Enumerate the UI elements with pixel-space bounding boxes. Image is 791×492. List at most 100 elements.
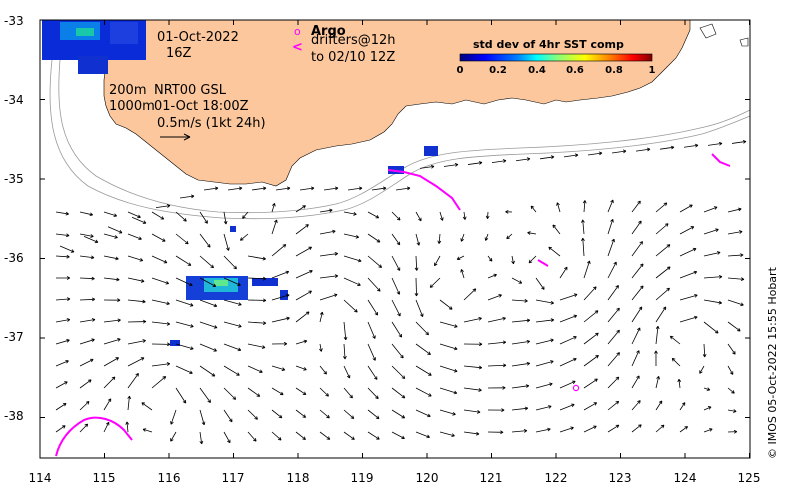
current-arrow — [79, 297, 96, 302]
current-arrow — [247, 409, 258, 420]
current-arrow — [631, 200, 641, 213]
current-arrow — [607, 285, 619, 301]
current-arrow — [505, 209, 513, 214]
current-arrow — [484, 233, 489, 241]
isobath-1000m — [49, 59, 751, 220]
current-arrow — [655, 266, 671, 279]
current-arrow — [175, 299, 194, 307]
current-arrow — [506, 233, 513, 240]
product-time-label: 01-Oct 18:00Z — [154, 99, 249, 114]
current-arrow — [319, 343, 323, 352]
current-arrow — [655, 306, 667, 323]
current-arrow — [559, 336, 577, 345]
current-arrow — [371, 186, 387, 191]
x-tick-label: 124 — [673, 471, 697, 485]
current-arrow — [55, 425, 66, 433]
current-arrow — [103, 211, 118, 218]
current-arrow — [175, 211, 187, 222]
current-arrow — [319, 229, 336, 235]
current-arrow — [415, 233, 421, 246]
current-arrow — [727, 207, 742, 213]
current-arrow — [727, 277, 745, 282]
y-tick-label: -37 — [4, 330, 24, 344]
current-arrow — [487, 408, 505, 413]
current-arrow — [391, 387, 406, 399]
current-arrow — [583, 332, 599, 345]
current-arrow — [607, 329, 620, 345]
current-arrow — [367, 431, 380, 440]
current-arrow — [583, 310, 599, 323]
current-arrow — [559, 266, 568, 279]
current-arrow — [535, 338, 554, 345]
current-arrow — [55, 233, 70, 238]
current-arrow — [559, 357, 577, 367]
current-arrow — [55, 254, 70, 259]
current-arrow — [295, 269, 313, 279]
x-tick-label: 122 — [544, 471, 568, 485]
credit-label: © IMOS 05-Oct-2022 15:55 Hobart — [766, 267, 779, 459]
current-arrow — [367, 233, 381, 243]
current-arrow — [247, 298, 267, 303]
current-arrow — [103, 398, 112, 411]
current-arrow — [583, 402, 598, 411]
current-arrow — [535, 318, 555, 323]
current-arrow — [511, 361, 531, 367]
current-arrow — [247, 343, 266, 349]
current-arrow — [151, 233, 166, 242]
current-arrow — [151, 255, 168, 264]
current-arrow — [434, 255, 441, 267]
current-arrow — [631, 327, 641, 345]
current-arrow — [59, 245, 75, 253]
current-arrow — [583, 378, 598, 389]
current-arrow — [631, 350, 640, 367]
drifters-time-label: to 02/10 12Z — [311, 50, 396, 65]
current-arrow — [511, 299, 528, 303]
colorbar-tick: 0 — [456, 65, 464, 76]
current-arrow — [103, 376, 116, 389]
current-arrow — [170, 409, 177, 425]
current-arrow — [55, 381, 68, 389]
current-arrow — [142, 428, 153, 433]
current-arrow — [367, 255, 382, 268]
current-arrow — [631, 306, 643, 323]
current-arrow — [679, 247, 697, 257]
current-arrow — [199, 409, 206, 426]
colorbar-tick: 1 — [648, 65, 656, 76]
colorbar-tick: 0.6 — [566, 65, 584, 76]
current-arrow — [727, 299, 744, 307]
x-tick-label: 118 — [286, 471, 310, 485]
current-arrow — [271, 387, 284, 396]
x-tick-label: 119 — [350, 471, 374, 485]
current-arrow — [414, 255, 419, 271]
current-arrow — [319, 251, 339, 257]
current-arrow — [367, 277, 381, 292]
current-arrow — [703, 206, 718, 213]
current-arrow — [439, 409, 456, 416]
current-arrow — [703, 387, 711, 391]
current-arrow — [415, 321, 429, 336]
current-arrow — [552, 224, 561, 235]
current-arrow — [635, 147, 651, 152]
current-arrow — [679, 294, 698, 301]
current-arrow — [227, 186, 243, 191]
y-tick-label: -36 — [4, 251, 24, 265]
x-tick-label: 123 — [608, 471, 632, 485]
current-arrow — [548, 246, 561, 257]
argo-legend-label: Argo — [311, 24, 346, 39]
current-arrow — [463, 342, 483, 347]
current-arrow — [127, 357, 145, 367]
current-arrow — [343, 365, 351, 379]
current-arrow — [527, 231, 537, 235]
argo-legend-marker: o — [294, 25, 301, 38]
current-arrow — [395, 186, 411, 191]
current-arrow — [460, 269, 465, 279]
current-arrow — [655, 287, 670, 301]
current-arrow — [199, 431, 204, 445]
current-arrow — [199, 343, 217, 352]
plot-frame — [39, 19, 751, 459]
current-arrow — [679, 204, 693, 213]
current-arrow — [563, 153, 579, 158]
current-arrow — [103, 277, 120, 282]
current-arrow — [199, 387, 211, 403]
current-arrow — [487, 273, 497, 279]
